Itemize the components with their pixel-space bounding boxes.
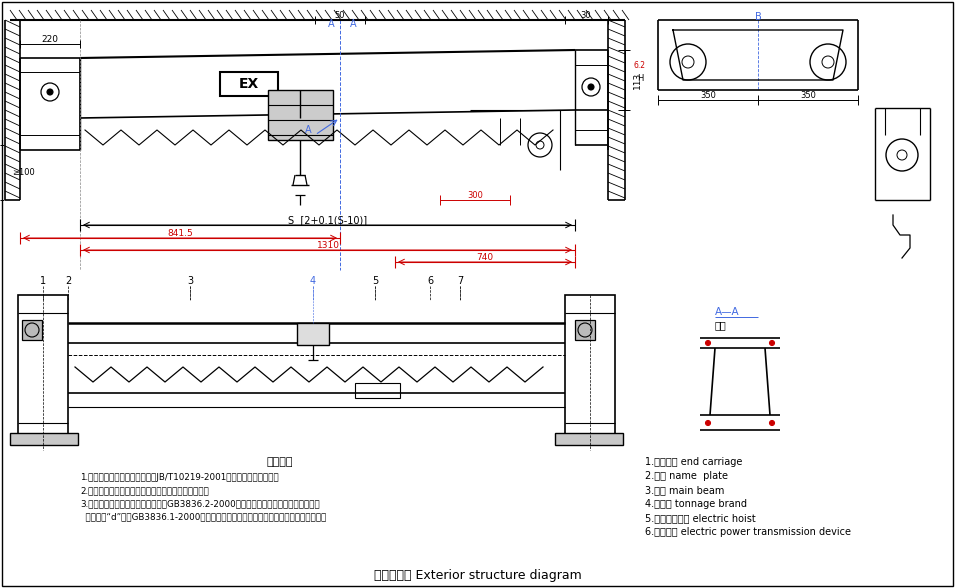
Text: A: A [350,19,356,29]
Text: 技术要求: 技术要求 [266,457,293,467]
Text: 5: 5 [371,276,378,286]
Text: 350: 350 [800,91,816,99]
Text: A—A: A—A [715,307,739,317]
Bar [10,433,78,445]
Text: 841.5: 841.5 [167,229,193,238]
Circle shape [770,420,775,426]
Text: 5.防爆电动葫芦 electric hoist: 5.防爆电动葫芦 electric hoist [645,513,755,523]
Text: 3: 3 [187,276,193,286]
Text: 1310: 1310 [316,240,339,249]
Text: 6.2: 6.2 [634,61,646,69]
Bar [555,433,623,445]
Text: ≥100: ≥100 [12,168,34,176]
Circle shape [706,420,711,426]
Text: 放大: 放大 [715,320,727,330]
Text: 外形结构图 Exterior structure diagram: 外形结构图 Exterior structure diagram [374,569,582,582]
Circle shape [47,89,53,95]
Text: 50: 50 [335,11,346,19]
Text: 6: 6 [427,276,433,286]
Text: 4.吨位牌 tonnage brand: 4.吨位牌 tonnage brand [645,499,747,509]
Bar [220,72,278,96]
Bar [18,295,68,440]
Bar [268,90,333,140]
Text: H: H [637,74,643,82]
Text: 1.制造、安装、使用等均应符合JB/T10219-2001《防爆梁式起重机》。: 1.制造、安装、使用等均应符合JB/T10219-2001《防爆梁式起重机》。 [80,473,279,483]
Text: 300: 300 [467,191,483,199]
Text: 3.主梁 main beam: 3.主梁 main beam [645,485,725,495]
Text: 30: 30 [581,11,591,19]
Text: 220: 220 [41,35,58,44]
Bar [355,383,400,398]
Text: 113: 113 [632,71,642,89]
Text: 2: 2 [65,276,71,286]
Circle shape [706,340,711,346]
Bar [565,295,615,440]
Text: B: B [754,12,761,22]
Text: EX: EX [239,77,259,91]
Text: 3.防爆电机及电气制作和检验应符合GB3836.2-2000《爆炸性气体环境用电气设备隔爆型: 3.防爆电机及电气制作和检验应符合GB3836.2-2000《爆炸性气体环境用电… [80,499,320,509]
Text: 电气设备“d”》。GB3836.1-2000《爆炸性气体环境用电气设备第一部分：通用要求》。: 电气设备“d”》。GB3836.1-2000《爆炸性气体环境用电气设备第一部分：… [80,513,327,522]
Text: 6.输电装置 electric power transmission device: 6.输电装置 electric power transmission devic… [645,527,851,537]
Text: 350: 350 [700,91,716,99]
Text: 740: 740 [477,252,494,262]
Text: 1.端梁装置 end carriage: 1.端梁装置 end carriage [645,457,742,467]
Text: A: A [329,19,335,29]
Bar [297,323,329,345]
Circle shape [770,340,775,346]
Text: S  [2+0.1(S-10)]: S [2+0.1(S-10)] [288,215,368,225]
Text: 2.电机和其它电气部分应根据防爆级别不同相应选用。: 2.电机和其它电气部分应根据防爆级别不同相应选用。 [80,486,209,496]
Bar [575,320,595,340]
Text: A: A [305,125,311,135]
Text: 2.铭牌 name  plate: 2.铭牌 name plate [645,471,728,481]
Circle shape [588,84,594,90]
Text: 4: 4 [310,276,316,286]
Text: 1: 1 [40,276,46,286]
Text: 7: 7 [456,276,463,286]
Bar [22,320,42,340]
